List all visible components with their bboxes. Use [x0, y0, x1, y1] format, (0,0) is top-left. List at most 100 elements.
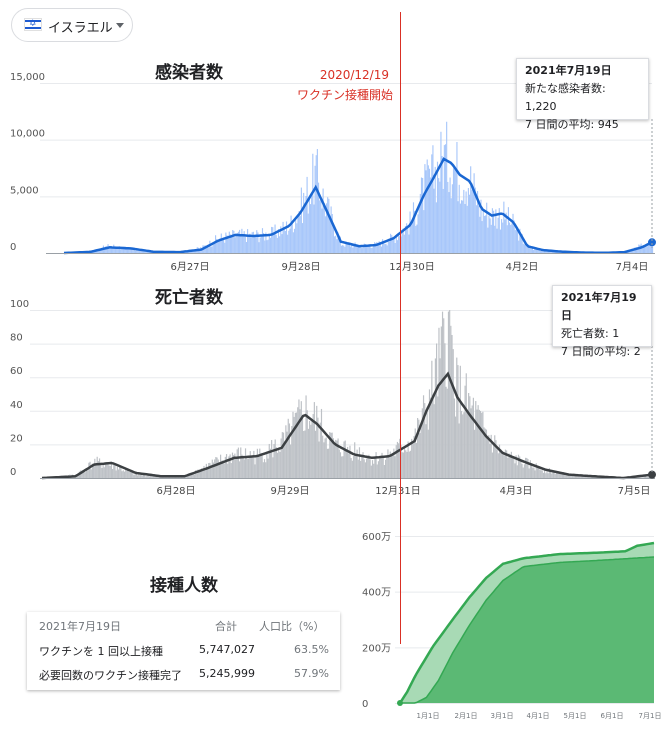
chart-bar	[337, 438, 339, 478]
chart-bar	[193, 474, 196, 478]
chart-bar	[308, 196, 310, 253]
chart-bar	[305, 195, 307, 253]
chart-bar	[368, 244, 370, 253]
chart-bar	[370, 465, 372, 478]
chart-bar	[508, 453, 510, 478]
chart-bar	[393, 448, 395, 478]
chart-bar	[241, 454, 243, 478]
chart-bar	[107, 464, 109, 478]
chart-bar	[290, 215, 292, 253]
chart-bar	[475, 205, 477, 253]
chart-bar	[473, 429, 476, 478]
chart-bar	[244, 236, 246, 253]
chart-bar	[514, 463, 516, 478]
chart-bar	[541, 250, 543, 253]
chart-bar	[551, 251, 553, 253]
chart-bar	[342, 456, 344, 478]
chart-bar	[190, 251, 193, 253]
chart-bar	[395, 445, 397, 478]
chart-bar	[313, 204, 315, 253]
chart-bar	[511, 223, 513, 253]
chart-bar	[255, 236, 257, 253]
chart-bar	[517, 454, 520, 478]
chart-bar	[138, 249, 140, 253]
chart-bar	[122, 470, 124, 478]
chart-bar	[415, 225, 417, 253]
deaths-tooltip-date: 2021年7月19日	[561, 291, 637, 322]
chart-bar	[438, 327, 440, 478]
chart-bar	[115, 247, 117, 253]
chart-bar	[445, 386, 447, 478]
chart-bar	[339, 236, 341, 253]
vaccination-title: 接種人数	[150, 576, 218, 596]
chart-bar	[134, 250, 137, 253]
chart-bar	[231, 452, 234, 478]
chart-bar	[427, 165, 429, 253]
chart-bar	[336, 239, 338, 253]
chart-bar	[521, 234, 523, 253]
chart-bar	[236, 449, 238, 478]
chart-bar	[323, 203, 325, 253]
chart-bar	[317, 182, 320, 253]
chart-bar	[439, 358, 441, 478]
chart-bar	[439, 181, 441, 253]
chart-bar	[311, 419, 313, 478]
deaths-tooltip-deaths: 死亡者数: 1	[561, 327, 620, 340]
dropdown-caret-icon	[116, 23, 124, 28]
chart-bar	[477, 405, 479, 478]
chart-bar	[546, 471, 548, 478]
chart-bar	[231, 237, 233, 253]
chart-bar	[455, 168, 457, 253]
chart-bar	[521, 463, 523, 478]
chart-bar	[408, 234, 410, 253]
chart-bar	[206, 468, 209, 478]
chart-bar	[402, 452, 404, 478]
chart-bar	[217, 240, 219, 253]
chart-bar	[309, 204, 312, 253]
chart-bar	[341, 456, 343, 478]
chart-bar	[450, 198, 452, 253]
chart-bar	[112, 469, 114, 478]
y-tick-label: 20	[10, 433, 23, 444]
chart-bar	[412, 444, 414, 478]
chart-bar	[237, 231, 240, 253]
chart-bar	[353, 243, 355, 253]
chart-bar	[641, 248, 643, 253]
chart-bar	[536, 465, 539, 478]
chart-bar	[433, 188, 435, 253]
chart-bar	[383, 243, 385, 253]
chart-bar	[312, 414, 314, 478]
chart-bar	[644, 476, 647, 478]
cases-title: 感染者数	[155, 62, 224, 83]
chart-bar	[232, 229, 234, 253]
chart-bar	[95, 463, 97, 478]
chart-bar	[498, 444, 501, 478]
country-selector[interactable]: ✡ イスラエル	[11, 8, 133, 42]
chart-bar	[454, 167, 456, 253]
chart-bar	[335, 235, 337, 253]
chart-bar	[360, 460, 362, 478]
chart-bar	[419, 433, 421, 478]
chart-bar	[460, 411, 463, 478]
chart-bar	[114, 246, 116, 253]
chart-bar	[352, 247, 354, 253]
chart-bar	[424, 403, 426, 478]
chart-bar	[452, 168, 455, 253]
chart-bar	[324, 438, 326, 478]
chart-bar	[476, 409, 478, 478]
chart-bar	[280, 438, 282, 478]
chart-bar	[318, 441, 320, 478]
chart-bar	[540, 470, 542, 478]
chart-bar	[555, 472, 558, 478]
chart-bar	[331, 214, 333, 253]
chart-bar	[481, 412, 483, 478]
chart-bar	[125, 246, 127, 253]
chart-bar	[320, 199, 322, 253]
chart-bar	[490, 224, 492, 253]
chart-bar	[428, 389, 431, 478]
chart-bar	[82, 470, 84, 478]
chart-bar	[436, 343, 438, 478]
chart-bar	[295, 412, 298, 478]
chart-bar	[383, 465, 385, 478]
